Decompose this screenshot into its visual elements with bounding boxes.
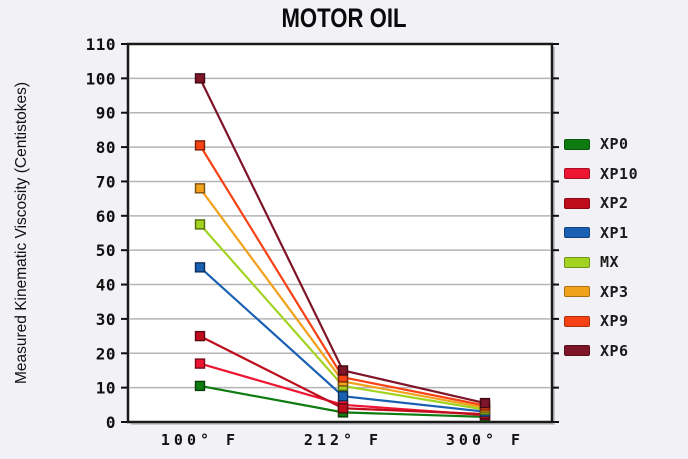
data-point-mx-0 bbox=[194, 219, 206, 230]
data-point-xp2-0 bbox=[194, 330, 206, 342]
data-point-xp9-0 bbox=[194, 140, 206, 151]
y-tick-label: 20 bbox=[96, 344, 116, 363]
data-point-xp1-0 bbox=[194, 262, 206, 273]
legend-swatch-xp6 bbox=[564, 345, 590, 356]
y-tick-label: 0 bbox=[106, 413, 116, 432]
legend-label: XP6 bbox=[600, 341, 629, 360]
legend-swatch-mx bbox=[564, 256, 590, 268]
y-tick-label: 70 bbox=[96, 172, 116, 191]
data-point-xp0-0 bbox=[194, 380, 206, 392]
legend-item-xp9: XP9 bbox=[564, 310, 638, 332]
y-tick-label: 80 bbox=[96, 138, 116, 157]
data-point-xp3-0 bbox=[194, 183, 206, 194]
legend-item-xp3: XP3 bbox=[564, 281, 638, 303]
chart-legend: XP0 XP10 XP2 XP1 MX XP3 XP9 XP6 bbox=[564, 133, 638, 369]
y-tick-label: 100 bbox=[86, 69, 116, 88]
legend-swatch-xp3 bbox=[564, 286, 590, 297]
legend-swatch-xp0 bbox=[564, 138, 590, 150]
legend-item-xp0: XP0 bbox=[564, 133, 638, 155]
y-tick-label: 50 bbox=[96, 241, 116, 260]
chart-title: MOTOR OIL bbox=[281, 3, 407, 33]
y-tick-label: 30 bbox=[96, 310, 116, 329]
legend-swatch-xp2 bbox=[564, 197, 590, 209]
data-point-xp1-1 bbox=[337, 391, 349, 402]
x-tick-label: 100° F bbox=[161, 431, 239, 449]
legend-item-mx: MX bbox=[564, 251, 638, 273]
legend-label: XP9 bbox=[600, 312, 629, 330]
legend-label: XP10 bbox=[600, 164, 639, 183]
legend-swatch-xp1 bbox=[564, 227, 590, 238]
legend-label: XP3 bbox=[600, 282, 629, 301]
legend-label: XP2 bbox=[600, 194, 629, 212]
legend-item-xp6: XP6 bbox=[564, 340, 638, 362]
data-point-xp6-0 bbox=[194, 73, 206, 84]
y-tick-label: 10 bbox=[96, 379, 116, 398]
y-tick-label: 110 bbox=[86, 35, 116, 54]
legend-label: XP0 bbox=[600, 135, 629, 153]
y-tick-label: 60 bbox=[96, 207, 116, 226]
data-point-xp6-1 bbox=[337, 365, 349, 376]
legend-item-xp1: XP1 bbox=[564, 222, 638, 244]
legend-item-xp10: XP10 bbox=[564, 163, 638, 185]
data-point-xp6-2 bbox=[479, 397, 491, 409]
legend-label: XP1 bbox=[600, 223, 629, 242]
legend-label: MX bbox=[600, 253, 620, 271]
legend-swatch-xp9 bbox=[564, 315, 590, 327]
y-tick-label: 90 bbox=[96, 104, 116, 123]
data-point-xp10-0 bbox=[194, 358, 206, 369]
x-tick-label: 212° F bbox=[304, 431, 382, 449]
y-tick-label: 40 bbox=[96, 276, 116, 295]
x-tick-label: 300° F bbox=[446, 431, 524, 449]
legend-item-xp2: XP2 bbox=[564, 192, 638, 214]
legend-swatch-xp10 bbox=[564, 168, 590, 179]
data-point-xp2-1 bbox=[337, 403, 349, 414]
